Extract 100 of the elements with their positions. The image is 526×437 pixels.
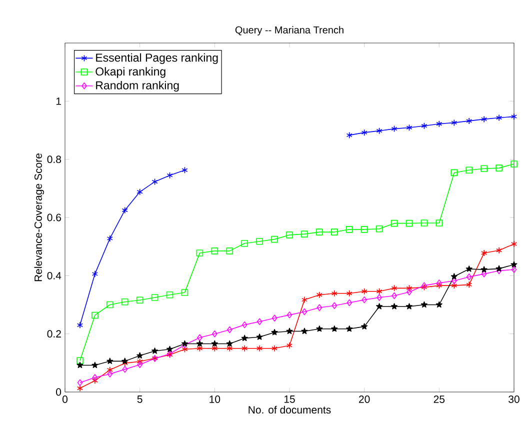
y-axis-title: Relevance-Coverage Score — [34, 154, 44, 282]
point — [136, 352, 144, 358]
point — [286, 312, 292, 318]
point — [392, 292, 397, 300]
point — [376, 294, 382, 301]
point — [346, 299, 352, 306]
point — [256, 238, 263, 245]
x-tick-label: 0 — [62, 396, 68, 403]
point — [226, 340, 233, 347]
point — [107, 370, 113, 378]
point — [346, 290, 352, 297]
point — [510, 160, 518, 168]
point — [226, 248, 234, 254]
point — [196, 250, 204, 256]
point — [406, 220, 413, 227]
point — [286, 342, 292, 349]
point — [391, 284, 398, 292]
point — [76, 322, 83, 329]
point — [286, 328, 293, 334]
point — [211, 248, 218, 254]
x-tick-label: 20 — [359, 396, 370, 403]
point — [466, 273, 472, 280]
point — [436, 120, 442, 128]
point — [242, 344, 248, 352]
point — [121, 298, 128, 306]
point — [76, 357, 84, 364]
x-axis-title: No. of documents — [248, 406, 331, 414]
point — [196, 344, 203, 352]
point — [511, 113, 518, 120]
point — [122, 206, 128, 214]
point — [406, 303, 412, 310]
point — [301, 230, 308, 238]
point — [271, 236, 278, 243]
point — [362, 296, 367, 304]
point — [241, 240, 248, 247]
point — [481, 116, 488, 123]
point — [136, 296, 144, 304]
point — [181, 289, 188, 296]
point — [241, 334, 248, 342]
point — [480, 165, 488, 172]
point — [406, 284, 412, 292]
point — [122, 366, 128, 373]
point — [196, 340, 203, 347]
point — [331, 290, 338, 297]
chart-title: Query -- Mariana Trench — [235, 26, 344, 36]
point — [152, 348, 158, 354]
point — [106, 366, 113, 374]
point — [436, 220, 443, 226]
point — [346, 132, 352, 139]
y-tick-label: 1 — [56, 98, 61, 105]
point — [511, 240, 518, 248]
point — [436, 280, 442, 286]
point — [92, 377, 98, 384]
point — [272, 344, 278, 352]
point — [481, 270, 487, 278]
y-tick-label: 0.8 — [47, 156, 62, 164]
point — [421, 122, 428, 130]
point — [316, 291, 322, 298]
x-tick-label: 15 — [284, 396, 295, 403]
point — [406, 288, 412, 296]
point — [301, 328, 308, 334]
point — [106, 235, 113, 242]
point — [376, 303, 383, 310]
x-tick-label: 25 — [434, 396, 445, 403]
point — [391, 303, 398, 310]
point — [466, 266, 472, 272]
y-tick-label: 0 — [56, 388, 62, 396]
point — [451, 278, 457, 284]
point — [346, 325, 353, 332]
y-tick-label: 0.4 — [47, 272, 62, 280]
point — [420, 301, 428, 308]
point — [271, 328, 278, 336]
point — [182, 166, 188, 174]
point — [106, 358, 114, 364]
point — [510, 261, 518, 268]
point — [511, 266, 517, 273]
point — [122, 358, 128, 364]
point — [152, 178, 158, 186]
point — [331, 325, 338, 332]
point — [316, 228, 323, 236]
point — [480, 266, 488, 272]
point — [256, 318, 262, 326]
point — [376, 288, 382, 295]
point — [451, 119, 458, 126]
point — [450, 273, 458, 280]
point — [376, 225, 383, 232]
point — [242, 321, 248, 328]
point — [391, 125, 398, 132]
point — [360, 226, 368, 233]
legend-label: Essential Pages ranking — [96, 53, 218, 64]
x-tick-label: 30 — [508, 396, 520, 403]
point — [361, 323, 368, 330]
x-tick-label: 10 — [210, 396, 220, 403]
point — [496, 246, 502, 254]
point — [272, 314, 278, 322]
point — [361, 129, 368, 136]
point — [390, 220, 398, 227]
point — [197, 334, 202, 342]
point — [92, 312, 98, 319]
legend-label: Random ranking — [96, 80, 179, 92]
